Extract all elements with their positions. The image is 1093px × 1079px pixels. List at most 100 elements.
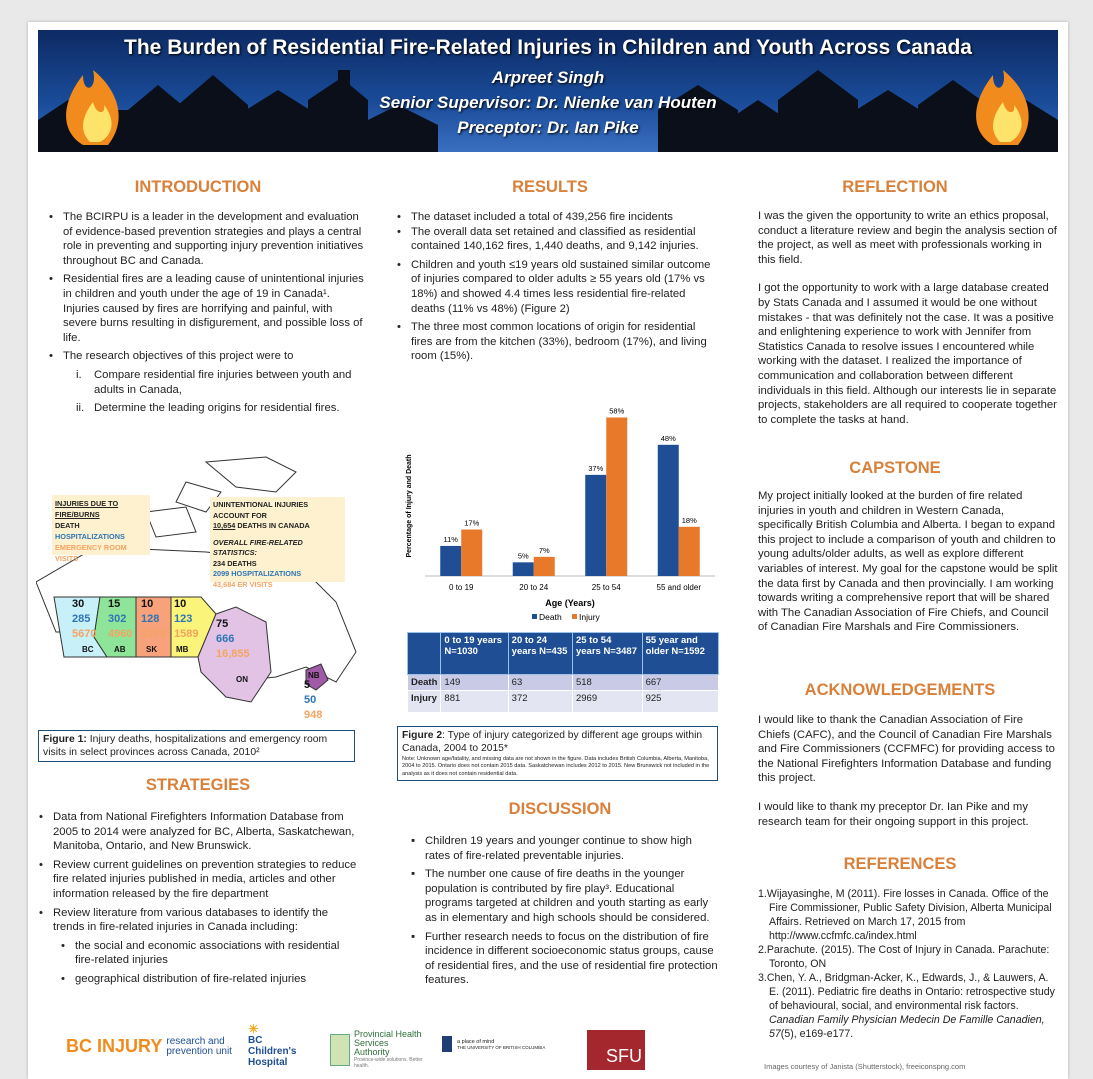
header-banner: The Burden of Residential Fire-Related I… [38, 30, 1058, 152]
supervisor: Senior Supervisor: Dr. Nienke van Houten [379, 93, 717, 112]
province-code: AB [114, 645, 126, 654]
intro-bullet: The BCIRPU is a leader in the developmen… [46, 210, 364, 268]
y-axis-label: Percentage of Injury and Death [406, 454, 413, 557]
houses-silhouette-icon [38, 70, 1058, 152]
author: Arpreet Singh [491, 68, 605, 87]
result-bullet: The three most common locations of origi… [394, 320, 719, 364]
province-death: 15 [108, 598, 120, 610]
x-axis-label: Age (Years) [545, 598, 595, 608]
province-hospitalizations: 50 [304, 694, 316, 706]
references-list: 1.Wijayasinghe, M (2011). Fire losses in… [758, 887, 1058, 1041]
discussion-heading: DISCUSSION [508, 800, 612, 818]
province-death: 10 [141, 598, 153, 610]
reference-item: 2.Parachute. (2015). The Cost of Injury … [758, 944, 1050, 970]
province-er-visits: 4960 [108, 628, 132, 640]
result-bullet: The dataset included a total of 439,256 … [394, 210, 719, 225]
province-ab [93, 596, 137, 658]
map-legend: INJURIES DUE TO FIRE/BURNS DEATH HOSPITA… [52, 495, 150, 563]
results-heading: RESULTS [512, 178, 588, 196]
legend-label: Death [539, 612, 562, 622]
figure2-table: 0 to 19 years N=1030 20 to 24 years N=435… [406, 632, 720, 713]
objective-item: ii. Determine the leading origins for res… [76, 402, 340, 415]
bar-injury [678, 526, 700, 576]
province-code: MB [176, 645, 189, 654]
bar-injury [606, 417, 628, 576]
phsa-logo: Provincial Health Services Authority Prov… [330, 1030, 424, 1069]
introduction-heading: INTRODUCTION [134, 178, 262, 196]
flame-icon-left [66, 70, 119, 145]
discussion-section: Children 19 years and younger continue t… [408, 834, 720, 992]
province-code: BC [82, 645, 94, 654]
discussion-bullet: Children 19 years and younger continue t… [408, 834, 720, 863]
x-tick-label: 0 to 19 [449, 583, 474, 592]
results-section: The dataset included a total of 439,256 … [394, 210, 719, 368]
province-er-visits: 16,855 [216, 648, 250, 660]
legend-label: Injury [579, 612, 601, 622]
province-er-visits: 5670 [72, 628, 96, 640]
strategy-bullet: Review literature from various databases… [36, 906, 361, 935]
x-tick-label: 20 to 24 [519, 583, 548, 592]
province-hospitalizations: 285 [72, 613, 90, 625]
data-label: 17% [464, 519, 479, 528]
province-death: 10 [174, 598, 186, 610]
table-row: Injury 881 372 2969 925 [406, 690, 720, 713]
x-tick-label: 25 to 54 [592, 583, 621, 592]
province-death: 30 [72, 598, 84, 610]
province-code: SK [146, 645, 157, 654]
reference-item: 1.Wijayasinghe, M (2011). Fire losses in… [758, 888, 1052, 942]
province-hospitalizations: 123 [174, 613, 192, 625]
strategy-bullet: Data from National Firefighters Informat… [36, 810, 361, 854]
data-label: 48% [661, 434, 676, 443]
figure1-caption: Figure 1: Injury deaths, hospitalization… [38, 730, 355, 762]
bar-death [512, 562, 534, 576]
province-er-visits: 1373 [141, 628, 165, 640]
bar-death [440, 545, 462, 576]
data-label: 58% [609, 406, 624, 415]
bar-injury [533, 556, 555, 576]
map-summary: UNINTENTIONAL INJURIES ACCOUNT FOR 10,65… [210, 497, 345, 589]
acknowledgements-heading: ACKNOWLEDGEMENTS [804, 681, 996, 699]
sfu-logo: SFU [587, 1030, 645, 1070]
strategy-bullet: Review current guidelines on prevention … [36, 858, 361, 902]
legend-swatch [532, 614, 537, 619]
province-death: 5 [304, 679, 310, 691]
province-hospitalizations: 302 [108, 613, 126, 625]
ubc-logo: a place of mind THE UNIVERSITY OF BRITISH… [442, 1036, 545, 1052]
table-row: Death 149 63 518 667 [406, 674, 720, 691]
discussion-bullet: The number one cause of fire deaths in t… [408, 867, 720, 925]
image-credit: Images courtesy of Janista (Shutterstock… [764, 1062, 966, 1071]
acknowledgements-section: I would like to thank the Canadian Assoc… [758, 714, 1055, 828]
province-code: ON [236, 675, 248, 684]
strategy-sub-bullet: geographical distribution of fire-relate… [58, 972, 361, 987]
province-er-visits: 1589 [174, 628, 198, 640]
bc-childrens-hospital-logo: ☀ BC Children's Hospital [248, 1022, 297, 1068]
result-bullet: Children and youth ≤19 years old sustain… [394, 258, 719, 316]
x-tick-label: 55 and older [657, 583, 702, 592]
poster-title: The Burden of Residential Fire-Related I… [124, 36, 972, 59]
province-er-visits: 948 [304, 709, 322, 721]
reference-item: 3.Chen, Y. A., Bridgman-Acker, K., Edwar… [758, 972, 1055, 1040]
canada-map: 30 285 5670 BC 15 302 4960 AB 10 128 1373 SK 10 123 15… [36, 456, 357, 721]
province-death: 75 [216, 618, 228, 630]
bar-death [585, 474, 607, 576]
result-bullet: The overall data set retained and classi… [394, 225, 719, 254]
strategies-heading: STRATEGIES [145, 776, 251, 794]
province-code: NB [308, 671, 320, 680]
intro-bullet: Residential fires are a leading cause of… [46, 272, 364, 345]
data-label: 7% [539, 546, 550, 555]
data-label: 11% [444, 535, 459, 544]
figure2-caption: Figure 2: Type of injury categorized by … [397, 726, 718, 781]
preceptor: Preceptor: Dr. Ian Pike [457, 118, 639, 137]
reflection-section: I was the given the opportunity to write… [758, 210, 1057, 426]
flame-icon-right [976, 70, 1029, 145]
intro-bullet: The research objectives of this project … [46, 349, 364, 364]
province-hospitalizations: 128 [141, 613, 159, 625]
discussion-bullet: Further research needs to focus on the d… [408, 930, 720, 988]
references-heading: REFERENCES [843, 855, 957, 873]
capstone-text: My project initially looked at the burde… [758, 490, 1058, 634]
introduction-section: The BCIRPU is a leader in the developmen… [46, 210, 364, 420]
strategy-sub-bullet: the social and economic associations wit… [58, 939, 361, 968]
data-label: 5% [518, 551, 529, 560]
figure2-bar-chart: Percentage of Injury and Death 11% 17% 0 to… [406, 406, 715, 622]
province-hospitalizations: 666 [216, 633, 234, 645]
